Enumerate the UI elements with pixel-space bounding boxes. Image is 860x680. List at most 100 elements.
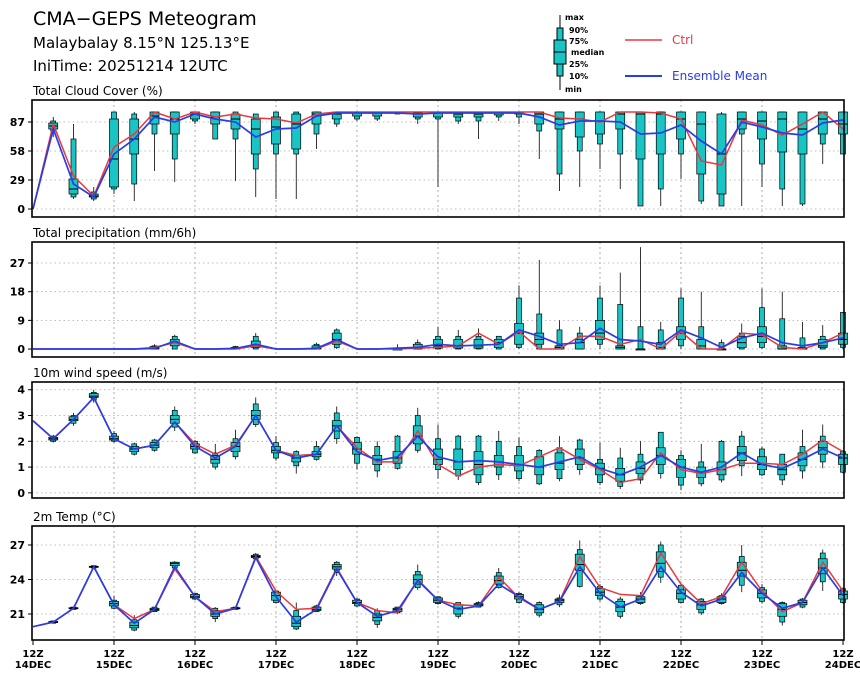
box-40: [838, 312, 848, 350]
box-12: [271, 111, 281, 199]
box-40: [838, 111, 848, 155]
box-20: [433, 326, 443, 350]
x-tick-date: 18DEC: [339, 660, 375, 671]
x-tick-hour: 12Z: [22, 649, 43, 660]
iqr-box: [291, 113, 302, 150]
x-tick-date: 20DEC: [501, 660, 537, 671]
y-tick-label: 2: [17, 435, 25, 448]
box-36: [757, 446, 767, 477]
box-20: [433, 424, 443, 479]
box-20: [433, 111, 443, 187]
x-tick-date: 24DEC: [825, 660, 860, 671]
x-tick-hour: 12Z: [427, 649, 448, 660]
panel-frame: [31, 241, 845, 358]
iqr-box: [574, 111, 585, 138]
box-28: [595, 285, 605, 350]
box-39: [817, 549, 828, 591]
box-7: [169, 406, 180, 431]
box-2: [68, 124, 79, 199]
location-label: Malaybalay 8.15°N 125.13°E: [33, 34, 249, 52]
x-axis: 12Z14DEC12Z15DEC12Z16DEC12Z17DEC12Z18DEC…: [15, 640, 860, 671]
legend-p10: 10%: [569, 72, 588, 81]
panel-title: Total Cloud Cover (%): [32, 84, 163, 98]
box-22: [473, 111, 484, 139]
box-37: [777, 453, 788, 486]
y-tick-label: 18: [10, 286, 25, 299]
box-34: [716, 440, 727, 483]
legend-median: median: [571, 48, 605, 57]
p10-p90-bar: [637, 326, 644, 350]
box-32: [676, 288, 686, 350]
iqr-box: [412, 425, 423, 445]
iqr-box: [635, 111, 646, 160]
panel-title: 10m wind speed (m/s): [33, 366, 167, 380]
box-39: [817, 424, 828, 469]
box-28: [595, 442, 605, 486]
panel-cloud: Total Cloud Cover (%) 0 29 58 87: [10, 84, 848, 218]
box-37: [777, 111, 788, 206]
ctrl-line: [32, 111, 844, 210]
panel-frame: [31, 381, 845, 499]
box-33: [696, 443, 707, 487]
legend-p25: 25%: [569, 60, 588, 69]
x-tick-date: 19DEC: [420, 660, 456, 671]
box-35: [736, 323, 747, 350]
y-tick-label: 21: [10, 608, 25, 621]
box-12: [271, 436, 281, 461]
panel-wind: 10m wind speed (m/s) 0 1 2 3 4: [17, 366, 848, 500]
x-tick-date: 17DEC: [258, 660, 294, 671]
legend-max: max: [565, 13, 585, 22]
x-tick-hour: 12Z: [751, 649, 772, 660]
box-29: [615, 272, 626, 350]
y-tick-label: 27: [10, 257, 25, 270]
y-tick-label: 3: [17, 410, 25, 423]
box-31: [655, 111, 666, 206]
panel-title: 2m Temp (°C): [33, 510, 116, 524]
y-tick-label: 0: [17, 487, 25, 500]
box-13: [291, 111, 302, 199]
box-30: [635, 247, 646, 351]
box-24: [514, 437, 524, 482]
box-24: [514, 285, 524, 350]
box-27: [574, 111, 585, 187]
x-tick-date: 15DEC: [96, 660, 132, 671]
y-tick-label: 9: [17, 314, 25, 327]
x-tick-date: 16DEC: [177, 660, 213, 671]
box-39: [817, 325, 828, 350]
box-33: [696, 111, 707, 204]
x-tick-hour: 12Z: [265, 649, 286, 660]
iqr-box: [169, 111, 180, 135]
box-13: [291, 450, 302, 474]
box-36: [757, 111, 767, 187]
ensemble-mean-line: [32, 396, 844, 476]
y-tick-label: 58: [10, 145, 25, 158]
y-tick-label: 0: [17, 203, 25, 216]
iqr-box: [736, 335, 747, 348]
p10-p90-bar: [840, 312, 846, 348]
x-tick-hour: 12Z: [589, 649, 610, 660]
p10-p90-bar: [779, 318, 786, 350]
panel-title: Total precipitation (mm/6h): [32, 226, 196, 240]
ensemble-mean-line: [32, 112, 844, 210]
iqr-box: [169, 561, 180, 567]
box-26: [554, 436, 565, 482]
iqr-box: [838, 111, 848, 135]
p10-p90-bar: [617, 304, 624, 350]
legend-mean-label: Ensemble Mean: [672, 69, 767, 83]
ensemble-mean-line: [33, 327, 844, 350]
x-tick-date: 22DEC: [663, 660, 699, 671]
legend-box-glyph: [553, 15, 567, 90]
legend-p75: 75%: [569, 37, 588, 46]
box-39: [817, 111, 828, 164]
x-tick-hour: 12Z: [103, 649, 124, 660]
box-9: [210, 443, 221, 470]
iqr-box: [473, 451, 484, 476]
p10-p90-bar: [516, 297, 522, 348]
ctrl-line: [32, 551, 844, 628]
y-tick-label: 24: [10, 573, 26, 586]
legend-min: min: [565, 85, 582, 94]
box-25: [534, 111, 545, 159]
box-31: [655, 541, 666, 583]
